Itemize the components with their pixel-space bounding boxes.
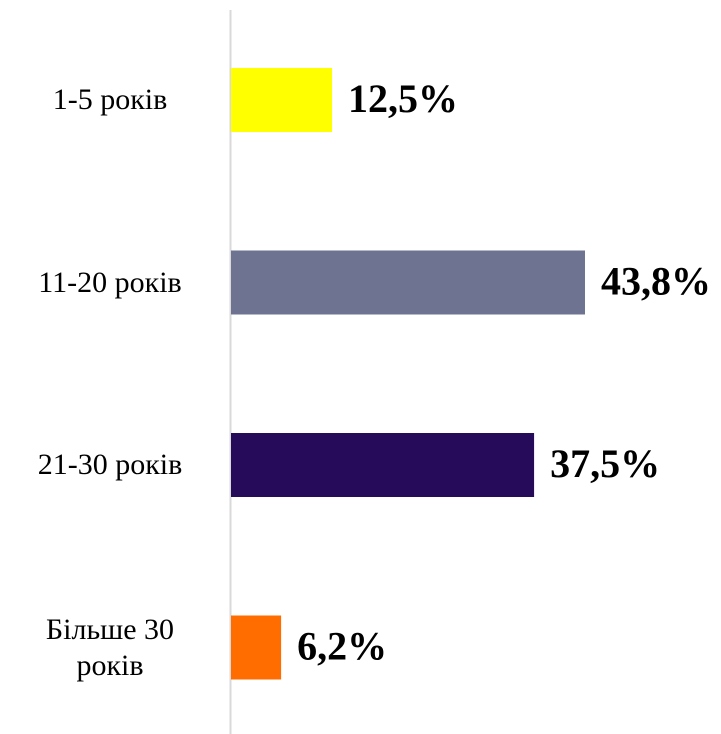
data-label: 6,2% [297, 624, 387, 669]
bar [231, 615, 282, 680]
category-label: 21-30 років [37, 448, 183, 481]
data-label: 43,8% [601, 259, 711, 304]
bar [231, 68, 333, 132]
bar [231, 433, 535, 497]
bar [231, 250, 585, 315]
category-label: 1-5 років [52, 83, 168, 116]
category-label: 11-20 років [38, 265, 182, 299]
data-label: 37,5% [550, 441, 660, 486]
data-label: 12,5% [348, 76, 458, 121]
category-label: Більше 30 років [45, 612, 175, 682]
